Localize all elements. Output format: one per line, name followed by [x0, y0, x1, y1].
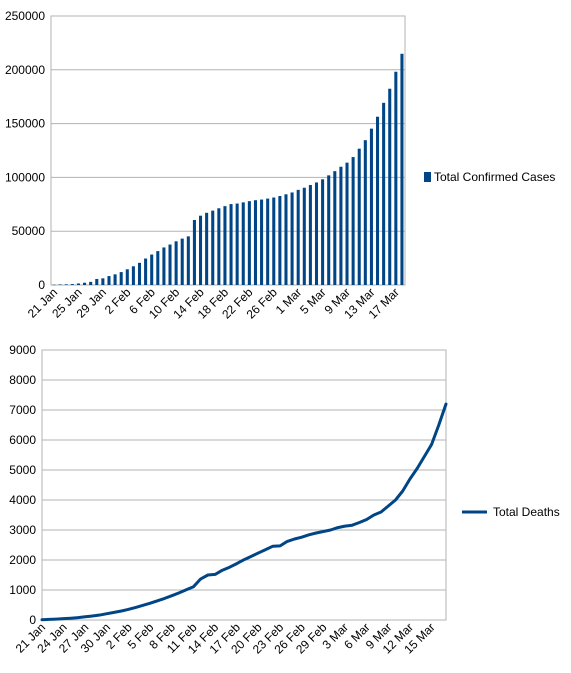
bar — [76, 283, 80, 285]
bar — [327, 175, 331, 285]
y-tick-label: 200000 — [5, 63, 45, 77]
bar — [321, 179, 325, 285]
bar — [119, 272, 123, 285]
bar — [113, 274, 117, 285]
bar — [70, 284, 74, 285]
x-tick-label: 2 Feb — [102, 285, 134, 317]
bar — [333, 171, 337, 285]
bar — [199, 215, 203, 285]
bar — [382, 102, 386, 286]
bar — [290, 192, 294, 285]
deaths-chart: 010002000300040005000600070008000900021 … — [9, 343, 559, 657]
x-tick-label: 1 Mar — [273, 285, 305, 317]
bar — [52, 284, 56, 286]
bar — [363, 140, 367, 285]
bar — [186, 236, 190, 285]
bar — [260, 199, 264, 285]
bar — [235, 203, 239, 285]
bar — [107, 276, 111, 285]
bar — [357, 148, 361, 285]
bar — [156, 251, 160, 285]
bar — [223, 206, 227, 285]
bar — [308, 185, 312, 285]
plot-frame — [41, 349, 447, 621]
y-tick-label: 50000 — [12, 224, 46, 238]
y-tick-label: 0 — [38, 278, 45, 292]
bar — [369, 128, 373, 285]
bar — [284, 194, 288, 285]
bar — [131, 266, 135, 285]
legend-swatch — [424, 172, 431, 182]
y-tick-label: 2000 — [9, 553, 36, 567]
bar — [95, 278, 99, 285]
series-line — [40, 402, 448, 622]
bar — [247, 201, 251, 285]
y-tick-label: 8000 — [9, 373, 36, 387]
bar — [345, 162, 349, 285]
bar — [314, 182, 319, 285]
bar — [205, 212, 209, 285]
bar — [229, 204, 233, 285]
bar — [150, 254, 154, 285]
bar — [89, 281, 93, 285]
bar — [394, 71, 398, 285]
bar — [302, 187, 306, 285]
bar — [241, 202, 245, 285]
bar — [162, 247, 166, 285]
bar — [388, 88, 392, 285]
y-tick-label: 1000 — [9, 583, 36, 597]
bar — [125, 269, 129, 285]
y-tick-label: 4000 — [9, 493, 36, 507]
bar — [339, 166, 343, 285]
bar — [400, 53, 404, 285]
bar — [180, 238, 184, 285]
bar — [266, 198, 270, 285]
bar — [272, 197, 276, 285]
bar — [351, 157, 355, 285]
bar — [296, 189, 300, 285]
plot-frame — [50, 15, 406, 286]
bar — [83, 282, 87, 285]
bar — [253, 200, 257, 285]
bar — [278, 196, 282, 285]
bar — [144, 258, 148, 285]
y-tick-label: 150000 — [5, 117, 45, 131]
legend-label: Total Deaths — [493, 505, 560, 519]
bar — [217, 208, 221, 285]
y-tick-label: 9000 — [9, 343, 36, 357]
y-tick-label: 6000 — [9, 433, 36, 447]
y-tick-label: 100000 — [5, 170, 45, 184]
bar — [211, 210, 215, 285]
y-tick-label: 250000 — [5, 9, 45, 23]
y-tick-label: 5000 — [9, 463, 36, 477]
bar — [101, 278, 105, 285]
y-tick-label: 7000 — [9, 403, 36, 417]
y-tick-label: 3000 — [9, 523, 36, 537]
bar — [64, 284, 68, 285]
bar — [137, 262, 142, 285]
x-tick-label: 5 Mar — [297, 285, 329, 317]
bar — [174, 241, 178, 285]
bar — [376, 116, 380, 286]
legend-label: Total Confirmed Cases — [434, 170, 555, 184]
y-tick-label: 0 — [29, 613, 36, 627]
bar — [58, 284, 62, 285]
bar — [192, 220, 196, 285]
bar — [168, 244, 172, 285]
